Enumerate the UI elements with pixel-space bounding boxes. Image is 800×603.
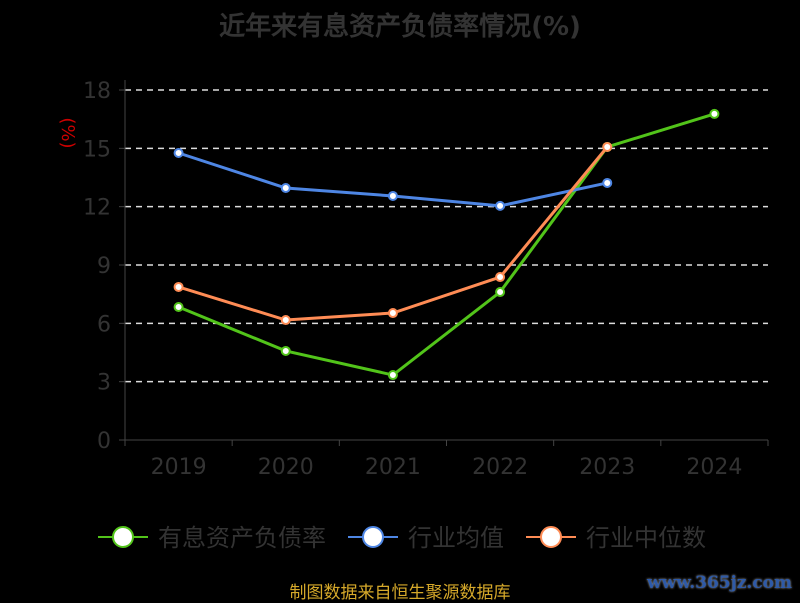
legend-label: 行业均值 [408, 524, 504, 552]
legend-marker [362, 526, 384, 548]
x-tick-label: 2024 [686, 455, 742, 480]
data-point [495, 272, 506, 283]
data-point [495, 200, 506, 211]
y-tick-label: 6 [97, 312, 111, 337]
data-point [495, 287, 506, 298]
data-point [280, 315, 291, 326]
data-point [173, 302, 184, 312]
data-point [709, 108, 720, 119]
y-tick-label: 0 [97, 429, 111, 454]
y-tick-label: 12 [83, 196, 111, 221]
x-tick-label: 2021 [365, 455, 421, 480]
data-point [280, 345, 291, 356]
source-footer: 制图数据来自恒生聚源数据库 [289, 583, 511, 603]
watermark: www.365jz.com [647, 573, 792, 593]
data-point [602, 141, 613, 152]
legend-label: 有息资产负债率 [158, 524, 326, 552]
x-tick-label: 2022 [472, 455, 528, 480]
y-tick-label: 9 [97, 254, 111, 279]
legend-marker [112, 526, 134, 548]
y-tick-label: 3 [97, 371, 111, 396]
legend-marker [540, 526, 562, 548]
y-axis-label: (%) [57, 117, 78, 148]
legend-label: 行业中位数 [586, 524, 706, 552]
data-point [602, 177, 613, 188]
x-tick-label: 2023 [579, 455, 635, 480]
data-point [387, 308, 398, 319]
x-tick-label: 2019 [151, 455, 207, 480]
y-tick-label: 15 [83, 137, 111, 162]
y-tick-label: 18 [83, 79, 111, 104]
data-point [173, 281, 184, 292]
data-point [387, 370, 398, 381]
series-line [178, 112, 715, 377]
x-tick-label: 2020 [258, 455, 314, 480]
data-point [280, 183, 291, 193]
data-point [387, 190, 398, 201]
chart-title: 近年来有息资产负债率情况(%) [219, 12, 581, 42]
data-point [173, 148, 184, 158]
